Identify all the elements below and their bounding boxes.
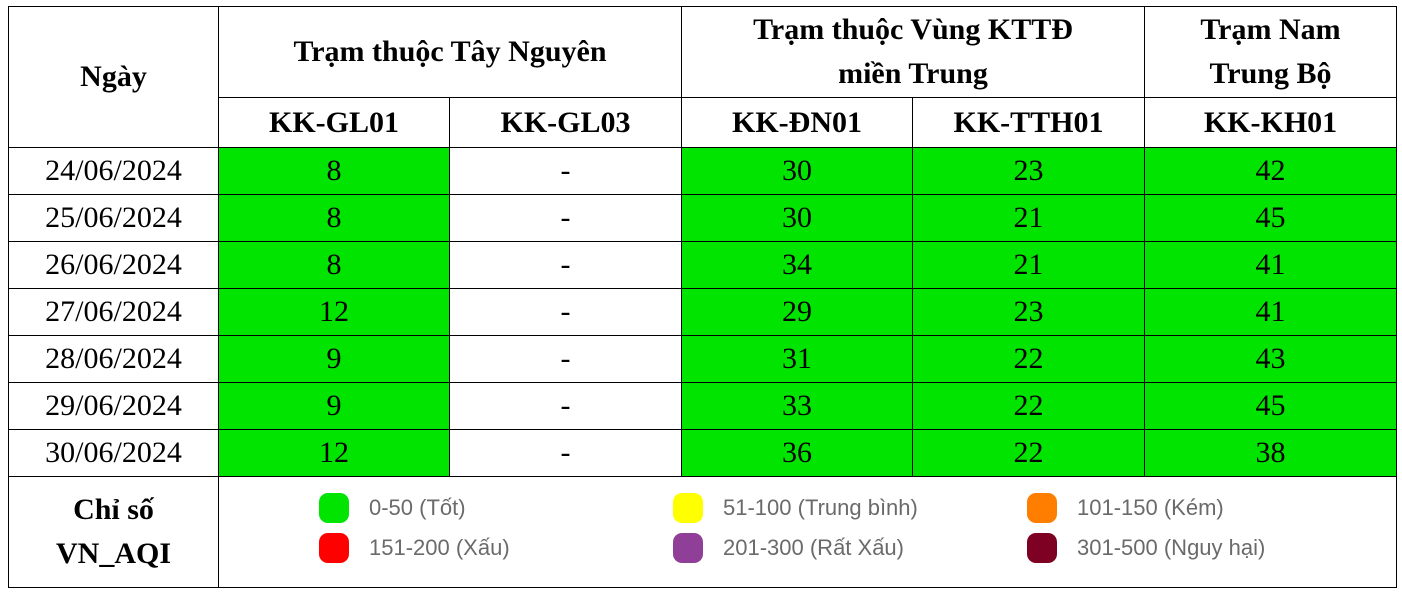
date-cell: 30/06/2024: [8, 429, 219, 477]
station-header-gl03: KK-GL03: [449, 97, 682, 148]
legend-label: 151-200 (Xấu): [369, 535, 510, 560]
legend-grid: 0-50 (Tốt) 51-100 (Trung bình) 101-150 (…: [319, 488, 1399, 578]
value-cell-tth01: 23: [912, 288, 1145, 336]
date-cell: 27/06/2024: [8, 288, 219, 336]
table-row: 29/06/2024 9 - 33 22 45: [8, 382, 1397, 430]
legend-item-good: 0-50 (Tốt): [319, 488, 673, 528]
value-cell-gl01: 9: [218, 335, 450, 383]
value-cell-dn01: 30: [681, 194, 913, 242]
legend-item-poor: 101-150 (Kém): [1027, 488, 1381, 528]
color-swatch-icon: [673, 493, 703, 523]
legend-item-hazardous: 301-500 (Nguy hại): [1027, 528, 1381, 568]
index-label-line1: Chỉ số: [73, 493, 154, 526]
group-header-ntb-line1: Trạm Nam: [1200, 13, 1341, 46]
value-cell-gl01: 12: [218, 288, 450, 336]
value-cell-kh01: 41: [1144, 241, 1397, 289]
legend-item-moderate: 51-100 (Trung bình): [673, 488, 1027, 528]
date-cell: 25/06/2024: [8, 194, 219, 242]
value-cell-kh01: 45: [1144, 382, 1397, 430]
table-row: 27/06/2024 12 - 29 23 41: [8, 288, 1397, 336]
index-label-line2: VN_AQI: [55, 537, 171, 570]
legend-item-very-bad: 201-300 (Rất Xấu): [673, 528, 1027, 568]
color-swatch-icon: [673, 533, 703, 563]
color-swatch-icon: [1027, 493, 1057, 523]
group-header-tay-nguyen-line1: Trạm thuộc Tây Nguyên: [293, 35, 607, 68]
legend-item-bad: 151-200 (Xấu): [319, 528, 673, 568]
value-cell-kh01: 42: [1144, 147, 1397, 195]
date-cell: 28/06/2024: [8, 335, 219, 383]
table-row: 25/06/2024 8 - 30 21 45: [8, 194, 1397, 242]
value-cell-tth01: 22: [912, 335, 1145, 383]
value-cell-gl01: 8: [218, 147, 450, 195]
index-label: Chỉ số VN_AQI: [8, 476, 219, 588]
header-row-groups: Ngày Trạm thuộc Tây Nguyên Trạm thuộc Vù…: [8, 6, 1397, 148]
value-cell-gl01: 8: [218, 241, 450, 289]
day-header: Ngày: [8, 6, 219, 148]
group-header-kttd-line1: Trạm thuộc Vùng KTTĐ: [753, 13, 1073, 46]
color-swatch-icon: [319, 493, 349, 523]
color-swatch-icon: [319, 533, 349, 563]
value-cell-dn01: 29: [681, 288, 913, 336]
date-cell: 26/06/2024: [8, 241, 219, 289]
value-cell-gl03: -: [449, 382, 682, 430]
value-cell-kh01: 43: [1144, 335, 1397, 383]
value-cell-kh01: 38: [1144, 429, 1397, 477]
legend-row: Chỉ số VN_AQI 0-50 (Tốt) 51-100 (Trung b…: [8, 476, 1399, 588]
table-row: 30/06/2024 12 - 36 22 38: [8, 429, 1397, 477]
group-header-kttd-mien-trung: Trạm thuộc Vùng KTTĐ miền Trung: [681, 6, 1145, 98]
legend-label: 201-300 (Rất Xấu): [723, 535, 904, 560]
value-cell-tth01: 21: [912, 194, 1145, 242]
value-cell-gl03: -: [449, 194, 682, 242]
value-cell-gl03: -: [449, 147, 682, 195]
table-row: 28/06/2024 9 - 31 22 43: [8, 335, 1397, 383]
legend-label: 0-50 (Tốt): [369, 495, 466, 520]
value-cell-gl03: -: [449, 288, 682, 336]
station-header-tth01: KK-TTH01: [912, 97, 1145, 148]
value-cell-tth01: 22: [912, 382, 1145, 430]
group-header-tay-nguyen: Trạm thuộc Tây Nguyên: [218, 6, 682, 98]
legend-label: 51-100 (Trung bình): [723, 495, 918, 520]
value-cell-dn01: 36: [681, 429, 913, 477]
value-cell-kh01: 41: [1144, 288, 1397, 336]
value-cell-tth01: 22: [912, 429, 1145, 477]
value-cell-gl03: -: [449, 241, 682, 289]
station-header-gl01: KK-GL01: [218, 97, 450, 148]
table-row: 24/06/2024 8 - 30 23 42: [8, 147, 1397, 195]
value-cell-gl03: -: [449, 429, 682, 477]
color-swatch-icon: [1027, 533, 1057, 563]
value-cell-gl01: 8: [218, 194, 450, 242]
value-cell-gl03: -: [449, 335, 682, 383]
date-cell: 29/06/2024: [8, 382, 219, 430]
station-header-dn01: KK-ĐN01: [681, 97, 913, 148]
value-cell-gl01: 12: [218, 429, 450, 477]
value-cell-tth01: 23: [912, 147, 1145, 195]
legend-label: 101-150 (Kém): [1077, 495, 1224, 520]
legend-label: 301-500 (Nguy hại): [1077, 535, 1266, 560]
value-cell-dn01: 33: [681, 382, 913, 430]
group-header-kttd-line2: miền Trung: [838, 57, 988, 90]
group-header-nam-trung-bo: Trạm Nam Trung Bộ: [1144, 6, 1397, 98]
date-cell: 24/06/2024: [8, 147, 219, 195]
station-header-kh01: KK-KH01: [1144, 97, 1397, 148]
table-row: 26/06/2024 8 - 34 21 41: [8, 241, 1397, 289]
value-cell-tth01: 21: [912, 241, 1145, 289]
aqi-table: Ngày Trạm thuộc Tây Nguyên Trạm thuộc Vù…: [8, 6, 1397, 588]
value-cell-gl01: 9: [218, 382, 450, 430]
value-cell-kh01: 45: [1144, 194, 1397, 242]
value-cell-dn01: 34: [681, 241, 913, 289]
group-header-ntb-line2: Trung Bộ: [1209, 57, 1332, 90]
value-cell-dn01: 31: [681, 335, 913, 383]
legend: 0-50 (Tốt) 51-100 (Trung bình) 101-150 (…: [218, 476, 1399, 588]
value-cell-dn01: 30: [681, 147, 913, 195]
